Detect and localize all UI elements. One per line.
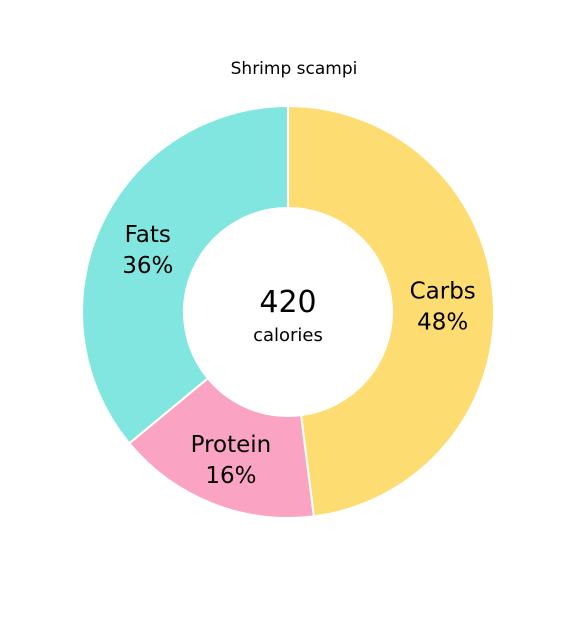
slice-label-carbs: Carbs [410,278,476,304]
slice-labels: Carbs 48% Protein 16% Fats 36% [122,222,476,489]
center-unit: calories [253,325,323,346]
slice-label-protein: Protein [191,432,272,458]
chart-title: Shrimp scampi [231,59,358,79]
slice-carbs [287,104,496,518]
slice-percent-fats: 36% [122,253,173,279]
center-total: 420 [259,285,316,320]
slice-percent-protein: 16% [205,463,256,489]
slice-percent-carbs: 48% [417,309,468,335]
slice-label-fats: Fats [125,222,171,248]
slice-protein [127,376,315,519]
donut-slices [81,104,496,519]
slice-fats [81,104,289,445]
